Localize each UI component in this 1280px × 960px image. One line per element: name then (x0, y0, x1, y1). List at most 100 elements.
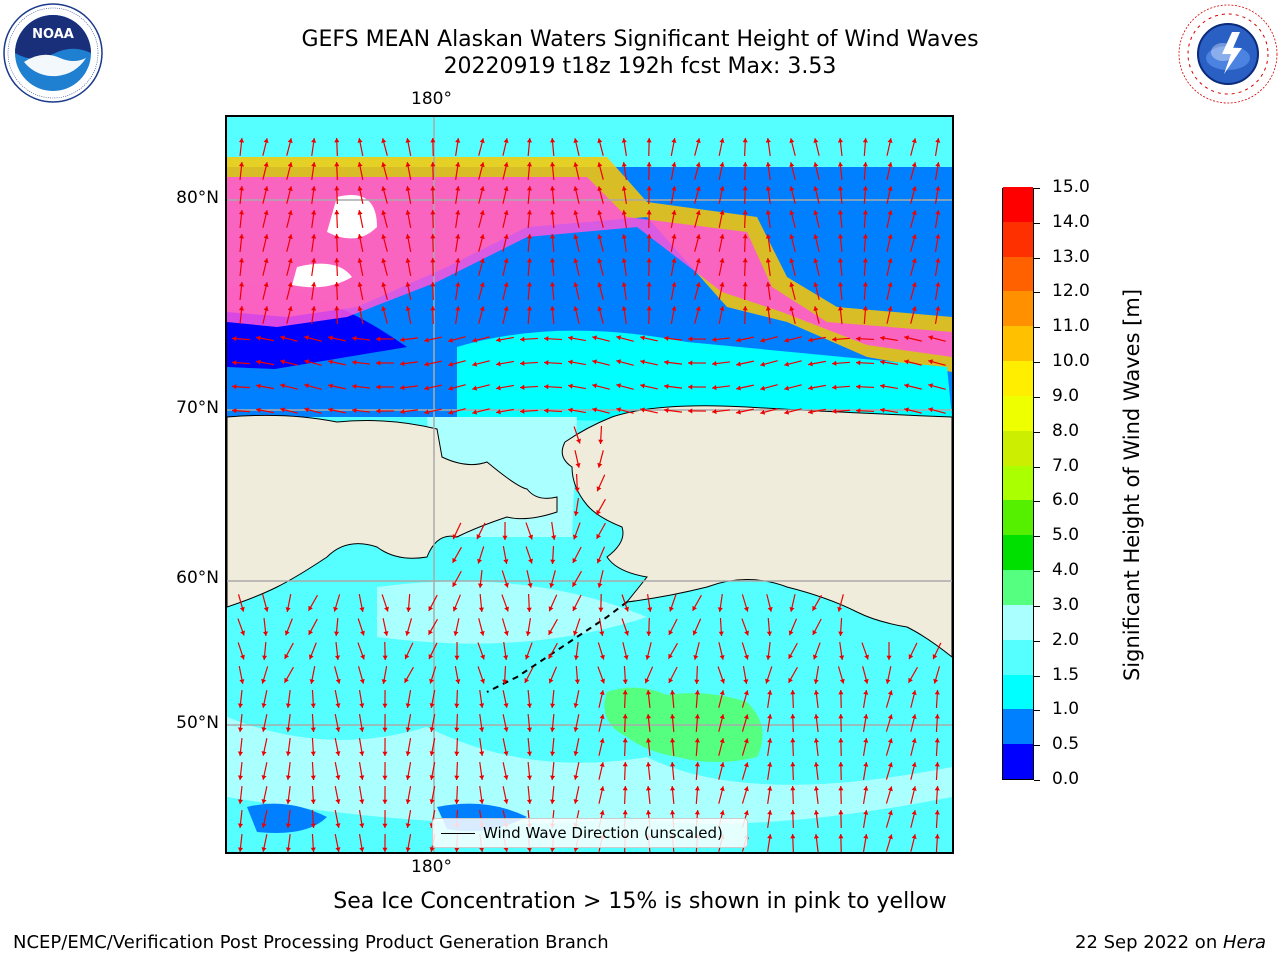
wave-arrow-head (838, 738, 844, 743)
wave-arrow-head (664, 359, 669, 365)
wave-arrow-head (838, 762, 844, 767)
wave-arrow-head (568, 407, 573, 413)
wave-arrow-head (479, 138, 485, 144)
colorbar-tick-mark (1034, 327, 1040, 329)
wave-arrow-head (352, 359, 357, 366)
wave-arrow-head (455, 210, 461, 215)
wave-arrow-head (598, 607, 604, 612)
wave-arrow-head (526, 210, 533, 215)
wave-arrow-head (719, 654, 725, 660)
wave-arrow-head (573, 655, 579, 660)
wave-arrow-head (237, 823, 244, 828)
wave-arrow-head (765, 186, 771, 191)
wave-arrow-head (526, 775, 533, 780)
wave-arrow-head (382, 799, 388, 804)
wave-arrow-head (285, 799, 291, 804)
wave-arrow-head (712, 336, 717, 343)
wave-arrow-head (646, 138, 652, 143)
wave-arrow-head (430, 162, 436, 167)
wave-arrow-head (573, 799, 579, 804)
wave-arrow-head (646, 186, 652, 191)
wave-arrow-head (622, 738, 628, 743)
colorbar-tick-mark (1034, 745, 1040, 747)
wave-arrow-head (405, 210, 411, 215)
wave-arrow-head (790, 762, 796, 767)
colorbar-segment (1003, 256, 1033, 292)
wave-arrow-head (784, 361, 790, 367)
wave-arrow-head (454, 703, 460, 708)
wave-arrow-head (285, 703, 291, 708)
beaufort-moderate (457, 330, 952, 422)
wave-arrow-head (813, 679, 819, 684)
wave-arrow-head (334, 162, 340, 167)
wave-arrow-head (837, 606, 843, 612)
wave-arrow-head (311, 162, 317, 167)
wave-arrow-head (664, 407, 669, 413)
wave-arrow-head (863, 678, 869, 684)
wave-arrow-head (573, 847, 579, 852)
wave-arrow-head (736, 361, 741, 367)
wave-arrow-head (837, 162, 844, 167)
wave-arrow-head (526, 186, 533, 191)
wave-arrow-head (622, 679, 628, 684)
wave-arrow-head (694, 738, 700, 743)
wave-arrow-head (237, 751, 244, 756)
wave-arrow-head (334, 306, 340, 311)
wave-arrow-head (477, 558, 483, 564)
wave-arrow-head (287, 138, 293, 144)
wave-arrow-head (573, 775, 579, 780)
wave-arrow-head (743, 679, 749, 684)
wave-arrow-head (429, 703, 435, 708)
wave-arrow-head (549, 727, 556, 732)
wave-arrow-head (263, 606, 269, 612)
wave-arrow-head (720, 678, 725, 684)
wave-arrow-head (548, 653, 553, 659)
wave-arrow-head (784, 337, 790, 343)
wave-arrow-head (621, 306, 627, 311)
wave-arrow-head (790, 834, 796, 839)
wave-arrow-head (334, 631, 340, 636)
wave-arrow-head (238, 210, 245, 215)
wave-arrow-head (880, 335, 885, 341)
wave-arrow-head (239, 679, 245, 684)
colorbar-tick-mark (1034, 501, 1040, 503)
wave-arrow-head (813, 210, 819, 216)
wave-arrow-head (765, 234, 771, 239)
wave-arrow-head (789, 186, 795, 192)
wave-arrow-head (285, 823, 291, 828)
wave-arrow-head (908, 677, 913, 683)
wave-arrow-head (448, 361, 454, 367)
wave-arrow-head (405, 727, 411, 732)
wave-arrow-head (479, 847, 485, 852)
wave-arrow-head (670, 810, 676, 815)
wave-arrow-head (862, 138, 868, 143)
wave-arrow-head (263, 162, 269, 168)
wave-arrow-head (596, 533, 601, 539)
wave-arrow-head (503, 282, 509, 288)
wave-arrow-head (284, 653, 290, 659)
wave-arrow-head (430, 282, 436, 287)
wave-arrow-head (520, 408, 525, 414)
ice-gap (327, 195, 377, 239)
wave-arrow-head (405, 138, 411, 143)
wave-arrow-head (911, 282, 917, 288)
wave-arrow-head (548, 678, 554, 684)
wave-arrow-head (479, 306, 485, 312)
colorbar-tick-label: 6.0 (1052, 490, 1080, 511)
wave-arrow-head (280, 407, 286, 413)
wave-arrow-head (742, 186, 748, 191)
wave-arrow-head (597, 210, 603, 216)
wave-arrow-head (592, 359, 598, 365)
wave-arrow-head (503, 234, 509, 240)
wave-arrow-head (424, 337, 429, 343)
wave-arrow-head (621, 234, 627, 239)
wave-arrow-head (813, 306, 819, 312)
wave-arrow-head (381, 138, 387, 144)
wave-arrow-head (311, 186, 317, 191)
wave-arrow-head (838, 834, 844, 839)
wave-arrow-head (670, 738, 676, 743)
wave-arrow-head (671, 258, 677, 263)
colorbar-segment (1003, 290, 1033, 327)
wave-arrow-head (719, 210, 725, 215)
wave-arrow-head (310, 823, 316, 828)
